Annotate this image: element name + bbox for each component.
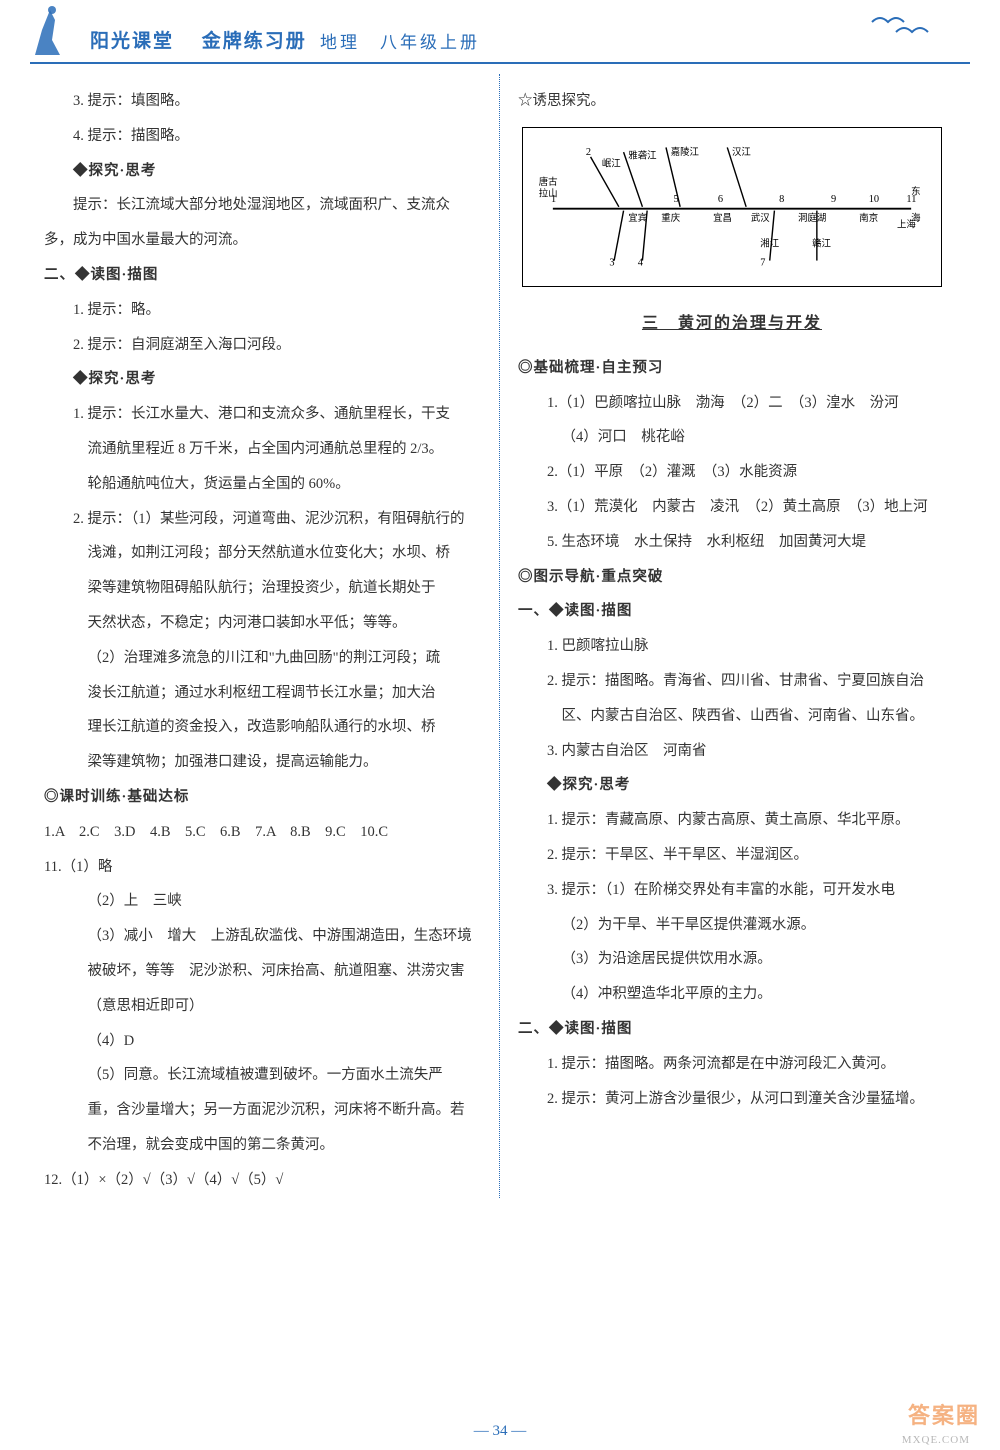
section-heading: ◆探究·思考 <box>44 154 481 189</box>
content-area: 3. 提示：填图略。 4. 提示：描图略。 ◆探究·思考 提示：长江流域大部分地… <box>40 64 960 1198</box>
svg-text:赣江: 赣江 <box>812 237 831 249</box>
watermark-logo: 答案圈 <box>908 1398 980 1430</box>
page-number: — 34 — <box>0 1423 1000 1440</box>
svg-text:宜昌: 宜昌 <box>713 212 732 224</box>
text-line: 2. 提示：描图略。青海省、四川省、甘肃省、宁夏回族自治 <box>518 664 946 699</box>
text-line: 梁等建筑物；加强港口建设，提高运输能力。 <box>44 745 481 780</box>
left-column: 3. 提示：填图略。 4. 提示：描图略。 ◆探究·思考 提示：长江流域大部分地… <box>40 74 500 1198</box>
svg-text:5: 5 <box>674 194 679 205</box>
text-line: 3. 提示：填图略。 <box>44 84 481 119</box>
text-line: 轮船通航吨位大，货运量占全国的 60%。 <box>44 467 481 502</box>
svg-text:雅砻江: 雅砻江 <box>628 150 657 162</box>
svg-text:南京: 南京 <box>859 212 878 224</box>
label: 唐古 <box>539 176 558 188</box>
text-line: 1. 巴颜喀拉山脉 <box>518 629 946 664</box>
section-heading: ◎基础梳理·自主预习 <box>518 351 946 386</box>
text-line: 2. 提示：（1）某些河段，河道弯曲、泥沙沉积，有阻碍航行的 <box>44 502 481 537</box>
text-line: （2）上 三峡 <box>44 884 481 919</box>
text-line: 3.（1）荒漠化 内蒙古 凌汛 （2）黄土高原 （3）地上河 <box>518 490 946 525</box>
text-line: 浚长江航道；通过水利枢纽工程调节长江水量；加大治 <box>44 676 481 711</box>
right-column: ☆诱思探究。 1 2 3 4 5 6 7 <box>500 74 960 1198</box>
text-line: （4）冲积塑造华北平原的主力。 <box>518 977 946 1012</box>
svg-text:拉山: 拉山 <box>539 187 558 199</box>
text-line: 重，含沙量增大；另一方面泥沙沉积，河床将不断升高。若 <box>44 1093 481 1128</box>
text-line: 11.（1）略 <box>44 850 481 885</box>
text-line: 3. 提示：（1）在阶梯交界处有丰富的水能，可开发水电 <box>518 873 946 908</box>
text-line: 流通航里程近 8 万千米，占全国内河通航总里程的 2/3。 <box>44 432 481 467</box>
text-line: 浅滩，如荆江河段；部分天然航道水位变化大；水坝、桥 <box>44 536 481 571</box>
text-line: 2.（1）平原 （2）灌溉 （3）水能资源 <box>518 455 946 490</box>
text-line: 区、内蒙古自治区、陕西省、山西省、河南省、山东省。 <box>518 699 946 734</box>
subject-label: 地理 八年级上册 <box>320 28 480 53</box>
brand-title: 阳光课堂 金牌练习册 <box>90 26 307 53</box>
svg-text:汉江: 汉江 <box>732 147 751 158</box>
text-line: 梁等建筑物阻碍船队航行；治理投资少，航道长期处于 <box>44 571 481 606</box>
section-heading: ◆探究·思考 <box>44 362 481 397</box>
text-line: 12.（1）×（2）√（3）√（4）√（5）√ <box>44 1163 481 1198</box>
text-line: 提示：长江流域大部分地处湿润地区，流域面积广、支流众 <box>44 188 481 223</box>
brand2: 金牌练习册 <box>202 31 307 52</box>
svg-text:洞庭湖: 洞庭湖 <box>798 212 826 224</box>
svg-text:3: 3 <box>609 257 614 268</box>
text-line: （4）D <box>44 1024 481 1059</box>
svg-text:武汉: 武汉 <box>751 212 770 224</box>
text-line: 5. 生态环境 水土保持 水利枢纽 加固黄河大堤 <box>518 525 946 560</box>
section-heading: ◆探究·思考 <box>518 768 946 803</box>
text-line: （意思相近即可） <box>44 989 481 1024</box>
section-heading: ☆诱思探究。 <box>518 84 946 119</box>
text-line: 1. 提示：略。 <box>44 293 481 328</box>
section-heading: 一、◆读图·描图 <box>518 594 946 629</box>
text-line: 4. 提示：描图略。 <box>44 119 481 154</box>
svg-text:岷江: 岷江 <box>602 158 621 169</box>
svg-text:7: 7 <box>760 257 765 268</box>
svg-text:上海: 上海 <box>897 218 916 230</box>
text-line: 2. 提示：黄河上游含沙量很少，从河口到潼关含沙量猛增。 <box>518 1082 946 1117</box>
river-diagram: 1 2 3 4 5 6 7 8 9 10 11 唐古 拉山 岷江 雅砻江 嘉陵江… <box>522 127 942 287</box>
text-line: 1.（1）巴颜喀拉山脉 渤海 （2）二 （3）湟水 汾河 <box>518 386 946 421</box>
section-heading: ◎图示导航·重点突破 <box>518 560 946 595</box>
brand1: 阳光课堂 <box>90 31 174 52</box>
text-line: 被破坏，等等 泥沙淤积、河床抬高、航道阻塞、洪涝灾害 <box>44 954 481 989</box>
section-heading: 二、◆读图·描图 <box>44 258 481 293</box>
text-line: （2）为干旱、半干旱区提供灌溉水源。 <box>518 908 946 943</box>
text-line: 不治理，就会变成中国的第二条黄河。 <box>44 1128 481 1163</box>
text-line: （4）河口 桃花峪 <box>518 420 946 455</box>
svg-text:宜宾: 宜宾 <box>628 212 647 224</box>
text-line: 2. 提示：干旱区、半干旱区、半湿润区。 <box>518 838 946 873</box>
watermark-url: MXQE.COM <box>902 1434 970 1446</box>
svg-text:10: 10 <box>869 194 879 205</box>
svg-text:8: 8 <box>779 194 784 205</box>
seagull-icon <box>870 12 930 42</box>
page-header: 阳光课堂 金牌练习册 地理 八年级上册 <box>30 0 970 64</box>
text-line: 天然状态，不稳定；内河港口装卸水平低；等等。 <box>44 606 481 641</box>
text-line: （3）减小 增大 上游乱砍滥伐、中游围湖造田，生态环境 <box>44 919 481 954</box>
text-line: 1. 提示：青藏高原、内蒙古高原、黄土高原、华北平原。 <box>518 803 946 838</box>
diagram-svg: 1 2 3 4 5 6 7 8 9 10 11 唐古 拉山 岷江 雅砻江 嘉陵江… <box>529 138 935 270</box>
svg-text:9: 9 <box>831 194 836 205</box>
text-line: 1. 提示：描图略。两条河流都是在中游河段汇入黄河。 <box>518 1047 946 1082</box>
svg-text:重庆: 重庆 <box>661 212 680 224</box>
svg-text:4: 4 <box>638 257 644 268</box>
text-line: 理长江航道的资金投入，改造影响船队通行的水坝、桥 <box>44 710 481 745</box>
section-heading: ◎课时训练·基础达标 <box>44 780 481 815</box>
svg-text:6: 6 <box>718 194 723 205</box>
svg-text:2: 2 <box>586 147 591 158</box>
chapter-title: 三 黄河的治理与开发 <box>518 309 946 333</box>
svg-text:湘江: 湘江 <box>760 237 779 249</box>
section-heading: 二、◆读图·描图 <box>518 1012 946 1047</box>
header-silhouette-icon <box>30 0 90 60</box>
text-line: 1. 提示：长江水量大、港口和支流众多、通航里程长，干支 <box>44 397 481 432</box>
svg-text:东: 东 <box>911 185 920 197</box>
svg-text:嘉陵江: 嘉陵江 <box>671 146 700 158</box>
text-line: 3. 内蒙古自治区 河南省 <box>518 734 946 769</box>
text-line: 2. 提示：自洞庭湖至入海口河段。 <box>44 328 481 363</box>
text-line: （3）为沿途居民提供饮用水源。 <box>518 942 946 977</box>
text-line: 多，成为中国水量最大的河流。 <box>44 223 481 258</box>
text-line: （2）治理滩多流急的川江和"九曲回肠"的荆江河段；疏 <box>44 641 481 676</box>
text-line: （5）同意。长江流域植被遭到破坏。一方面水土流失严 <box>44 1058 481 1093</box>
answer-key-row: 1.A 2.C 3.D 4.B 5.C 6.B 7.A 8.B 9.C 10.C <box>44 815 481 850</box>
